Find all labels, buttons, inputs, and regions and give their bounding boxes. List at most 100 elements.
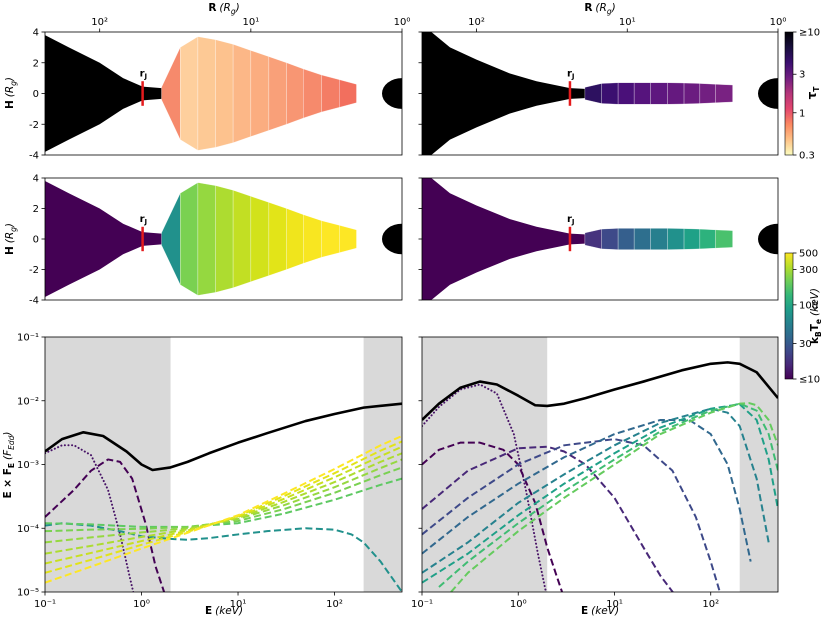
plot-area	[422, 32, 778, 155]
disk-segment	[650, 82, 668, 105]
colorbar-label: kBTe(keV)	[809, 288, 823, 344]
central-object	[382, 223, 402, 255]
r-j-label: rJ	[567, 214, 575, 226]
y-tick-label: 2	[33, 204, 39, 215]
disk-segment	[303, 68, 322, 119]
disk-segment	[715, 84, 733, 103]
x-tick-label: 10¹	[230, 599, 247, 610]
disk-segment	[215, 39, 234, 148]
colorbar	[784, 252, 794, 380]
r-j-label: rJ	[140, 69, 148, 81]
spectrum-line	[45, 452, 402, 555]
spectrum-line	[45, 458, 166, 592]
colorbar-tick-label: 30	[799, 339, 812, 350]
plot-area	[45, 35, 402, 152]
spectrum-line	[45, 445, 402, 565]
spectrum-line	[45, 522, 402, 592]
y-label: E × FE(FEdd)	[2, 431, 16, 498]
y-tick-label: 10⁻⁵	[17, 588, 39, 599]
y-tick-label: -2	[29, 120, 39, 131]
spectrum-line	[45, 477, 402, 528]
x-label: E (keV)	[581, 605, 619, 617]
r-j-label: rJ	[567, 69, 575, 81]
x-tick-label: 10⁻¹	[411, 599, 433, 610]
disk-segment	[339, 79, 357, 108]
disk-segment	[601, 82, 619, 105]
hot-flow	[422, 239, 585, 300]
disk-segment	[232, 189, 252, 289]
disk-segment	[715, 229, 733, 249]
x2-tick-label: 10²	[91, 17, 108, 28]
x2-tick-label: 10²	[468, 17, 485, 28]
disk-segment	[286, 62, 304, 125]
disk-segment	[321, 220, 340, 258]
disk-segment	[667, 82, 685, 105]
disk-segment	[250, 50, 270, 137]
y-tick-label: 0	[33, 235, 39, 246]
colorbar-tick-label: 300	[799, 265, 818, 276]
spectrum-line	[45, 458, 402, 544]
y-tick-label: 10⁻⁴	[17, 524, 39, 535]
y-tick-label: -4	[29, 151, 39, 162]
spectrum-line	[422, 403, 778, 584]
y-tick-label: 0	[33, 89, 39, 100]
disk-segment	[617, 228, 635, 250]
x-tick-label: 10⁰	[133, 599, 150, 610]
colorbar-tick-label: ≤10	[799, 375, 820, 386]
plot-area	[422, 178, 778, 300]
colorbar-tick-label: 1	[799, 108, 805, 119]
plot-area	[45, 337, 402, 592]
spectrum-line	[45, 466, 402, 533]
x-tick-label: 10²	[326, 599, 343, 610]
plot-area	[45, 181, 402, 297]
disk-segment	[699, 83, 716, 104]
hot-flow	[45, 35, 162, 94]
spectrum-line	[422, 441, 564, 592]
r-j-label: rJ	[140, 214, 148, 226]
disk-segment	[321, 74, 340, 113]
hot-flow	[422, 178, 585, 239]
colorbar-tick-label: 100	[799, 300, 818, 311]
x-tick-label: 10²	[702, 599, 719, 610]
y-tick-label: 10⁻²	[17, 396, 39, 407]
y-tick-label: 10⁻³	[17, 460, 39, 471]
colorbar-tick-label: 3	[799, 70, 805, 81]
disk-segment	[268, 56, 287, 131]
spectrum-line	[422, 407, 770, 574]
hot-flow	[45, 181, 162, 239]
disk-segment	[683, 82, 701, 105]
x2-tick-label: 10¹	[242, 17, 259, 28]
hot-flow	[45, 239, 162, 297]
y-tick-label: 4	[33, 28, 39, 39]
disk-segment	[268, 202, 287, 276]
y-tick-label: 10⁻¹	[17, 333, 39, 344]
x2-label: R (Rg)	[584, 2, 615, 16]
y-tick-label: 2	[33, 58, 39, 69]
disk-segment	[180, 36, 199, 151]
disk-segment	[339, 224, 357, 254]
spectrum-line	[422, 383, 547, 592]
x-tick-label: 10¹	[606, 599, 623, 610]
disk-segment	[197, 182, 216, 296]
disk-segment	[633, 228, 651, 250]
colorbar-tick-label: ≥10	[799, 28, 820, 39]
x-label: E (keV)	[205, 605, 243, 617]
disk-segment	[584, 83, 602, 104]
shaded-band	[739, 337, 778, 592]
spectrum-line	[45, 402, 402, 472]
disk-segment	[699, 228, 716, 250]
shaded-band	[422, 337, 548, 592]
spectrum-line	[422, 445, 674, 592]
disk-segment	[667, 228, 685, 250]
disk-segment	[250, 195, 270, 283]
plot-area	[422, 337, 778, 592]
disk-segment	[161, 193, 181, 285]
central-object	[382, 78, 402, 109]
hot-flow	[45, 93, 162, 152]
disk-segment	[650, 228, 668, 250]
y-tick-label: -2	[29, 265, 39, 276]
colorbar	[784, 31, 794, 156]
spectrum-line	[422, 438, 721, 592]
spectrum-line	[45, 444, 135, 592]
